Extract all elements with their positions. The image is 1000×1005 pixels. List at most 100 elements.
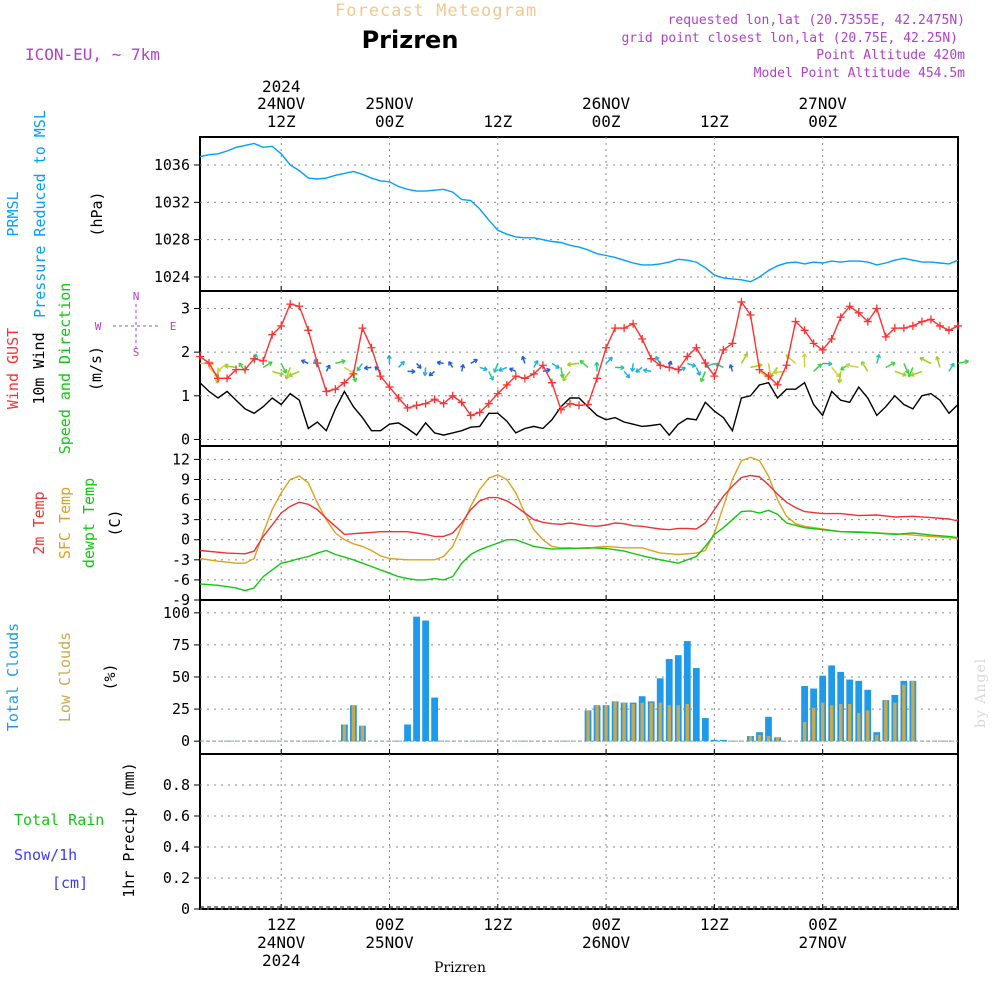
low-cloud-bar (821, 703, 824, 742)
total-cloud-bar (711, 740, 718, 741)
wind-gust-point (900, 324, 908, 332)
sfc-temp-series (200, 457, 958, 563)
total-cloud-bar (702, 718, 709, 741)
wind-ytick-label: 0 (181, 430, 190, 448)
wind-gust-point (918, 318, 926, 326)
top-hour-label: 12Z (267, 112, 296, 131)
sfc-temp-line (200, 457, 958, 563)
footer-location: Prizren (434, 960, 486, 976)
precip-unit-label: [cm] (52, 874, 88, 892)
wind-gust-point (575, 401, 583, 409)
wind-axis-label: Speed and Direction (56, 283, 74, 455)
wind-gust-point (322, 387, 330, 395)
wind-gust-point (367, 344, 375, 352)
low-cloud-bar (586, 710, 589, 741)
low-cloud-bar (686, 704, 689, 741)
bottom-hour-label: 00Z (592, 915, 621, 934)
grid-point-coords: grid point closest lon,lat (20.75E, 42.2… (621, 31, 958, 46)
compass-e: E (170, 320, 177, 333)
wind-frame (200, 291, 958, 446)
wind-gust-point (783, 361, 791, 369)
total-cloud-bar (431, 698, 438, 742)
wind-gust-point (295, 302, 303, 310)
wind-axis-label: (m/s) (87, 346, 105, 391)
clouds-ytick-label: 50 (172, 668, 190, 686)
low-cloud-bar (640, 703, 643, 742)
low-cloud-bar (749, 736, 752, 741)
dewpoint-series (200, 510, 958, 590)
precip-frame (200, 754, 958, 909)
product-title: Forecast Meteogram (335, 1, 537, 21)
temperature-ytick-label: 3 (181, 511, 190, 529)
clouds-ytick-label: 100 (163, 604, 190, 622)
temperature-ytick-label: -6 (172, 571, 190, 589)
precip-rain-label: Total Rain (14, 811, 104, 829)
low-cloud-bar (758, 735, 761, 741)
temperature-ytick-label: 12 (172, 450, 190, 468)
wind-gust-point (629, 320, 637, 328)
wind-gust-point (602, 344, 610, 352)
wind-gust-point (945, 326, 953, 334)
temp-2m-line (200, 476, 958, 554)
panel-precip: 00.20.40.60.8 (163, 754, 958, 918)
low-cloud-bar (893, 703, 896, 742)
top-day-label: 26NOV (582, 94, 631, 113)
low-cloud-bar (839, 704, 842, 741)
low-cloud-bar (767, 736, 770, 741)
wind-arrow (832, 367, 840, 377)
temperature-axis-label: (C) (106, 509, 124, 536)
wind-arrow (217, 363, 227, 371)
low-cloud-bar (631, 704, 634, 741)
precip-ytick-label: 0.2 (163, 869, 190, 887)
bottom-hour-label: 12Z (483, 915, 512, 934)
wind-gust-point (467, 411, 475, 419)
bottom-hour-label: 12Z (267, 915, 296, 934)
low-cloud-bar (622, 703, 625, 742)
bottom-hour-label: 12Z (700, 915, 729, 934)
wind-ytick-label: 2 (181, 343, 190, 361)
wind-gust-point (431, 395, 439, 403)
wind-gust-point (422, 400, 430, 408)
temperature-axis-label: dewpt Temp (80, 478, 98, 568)
top-day-label: 25NOV (365, 94, 414, 113)
low-cloud-bar (830, 705, 833, 741)
top-day-label: 27NOV (799, 94, 848, 113)
wind-gust-point (954, 322, 962, 330)
pressure-axis-label: Pressure Reduced to MSL (31, 110, 49, 318)
compass-w: W (95, 320, 102, 333)
requested-coords: requested lon,lat (20.7355E, 42.2475N) (668, 13, 965, 28)
pressure-ytick-label: 1032 (154, 193, 190, 211)
wind-gust-point (521, 374, 529, 382)
temperature-ytick-label: 6 (181, 491, 190, 509)
temperature-axis-label: SFC Temp (56, 487, 74, 559)
wind-gust-point (737, 298, 745, 306)
point-altitude: Point Altitude 420m (816, 48, 965, 63)
bottom-day-label: 24NOV (257, 933, 306, 952)
wind-gust-point (286, 300, 294, 308)
precip-snow-label: Snow/1h (14, 846, 77, 864)
wind-gust-point (557, 406, 565, 414)
low-cloud-bar (613, 701, 616, 741)
wind-gust-point (584, 401, 592, 409)
prmsl-series (200, 144, 958, 282)
pressure-ytick-label: 1028 (154, 231, 190, 249)
precip-ytick-label: 0 (181, 900, 190, 918)
wind-gust-point (304, 326, 312, 334)
pressure-ytick-label: 1036 (154, 156, 190, 174)
top-hour-label: 00Z (592, 112, 621, 131)
temp-2m-series (200, 476, 958, 554)
low-cloud-bar (866, 710, 869, 741)
bottom-day-label: 27NOV (799, 933, 848, 952)
low-cloud-bar (812, 708, 815, 741)
bottom-day-label: 25NOV (365, 933, 414, 952)
low-cloud-bar (649, 703, 652, 742)
low-cloud-bar (902, 685, 905, 741)
wind-gust-point (611, 324, 619, 332)
total-cloud-bar (404, 724, 411, 741)
total-cloud-bar (413, 617, 420, 741)
pressure-frame (200, 137, 958, 291)
low-cloud-bar (361, 726, 364, 741)
